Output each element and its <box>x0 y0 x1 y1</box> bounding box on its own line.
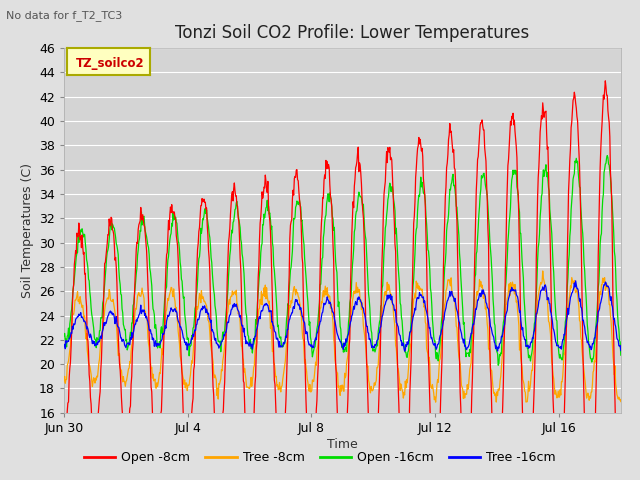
Y-axis label: Soil Temperatures (C): Soil Temperatures (C) <box>20 163 33 298</box>
Text: TZ_soilco2: TZ_soilco2 <box>76 57 144 70</box>
X-axis label: Time: Time <box>327 438 358 451</box>
Legend: Open -8cm, Tree -8cm, Open -16cm, Tree -16cm: Open -8cm, Tree -8cm, Open -16cm, Tree -… <box>79 446 561 469</box>
Text: Tonzi Soil CO2 Profile: Lower Temperatures: Tonzi Soil CO2 Profile: Lower Temperatur… <box>175 24 529 42</box>
Text: No data for f_T2_TC3: No data for f_T2_TC3 <box>6 10 123 21</box>
